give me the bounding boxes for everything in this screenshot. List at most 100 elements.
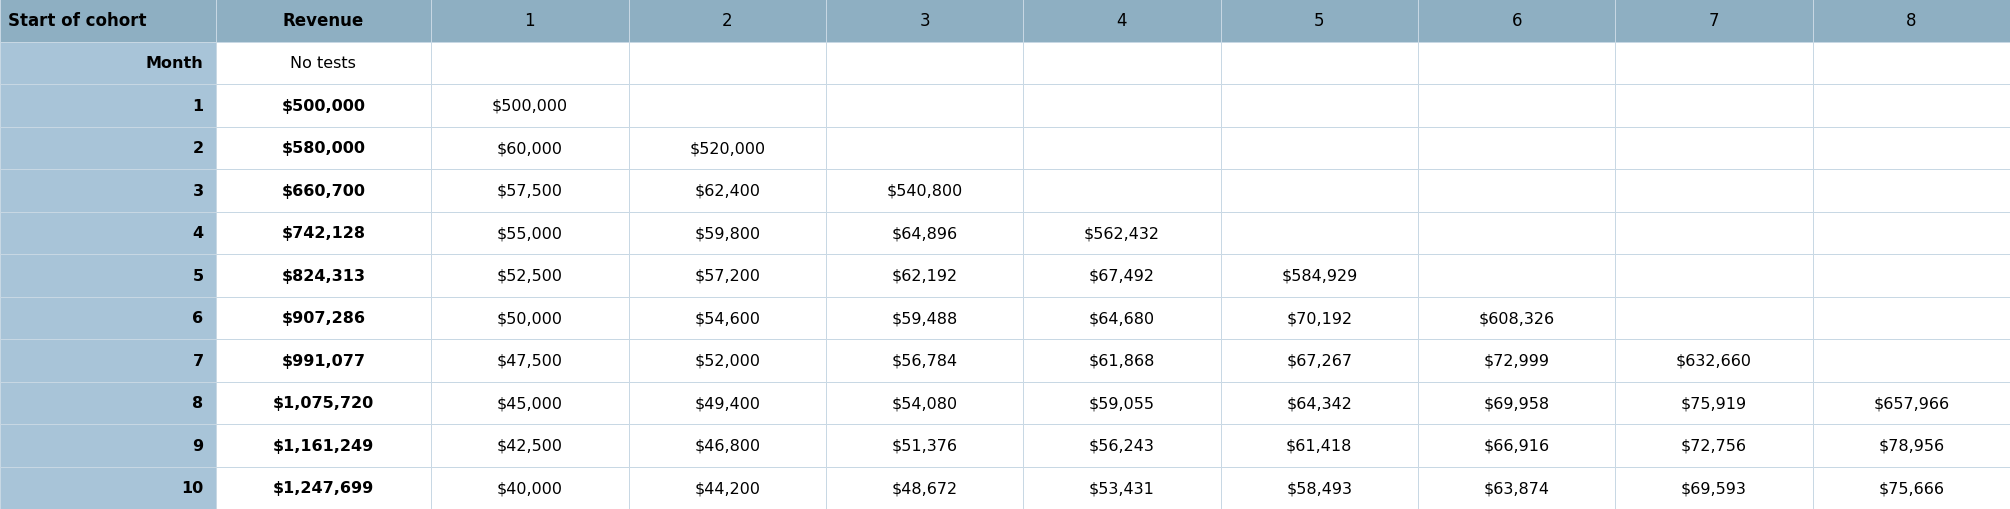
Text: $540,800: $540,800 [886,183,963,199]
Text: Revenue: Revenue [283,12,364,30]
Bar [432,85,629,127]
Text: 1: 1 [193,99,203,114]
Text: $57,500: $57,500 [496,183,563,199]
Bar [432,0,629,42]
Text: $56,243: $56,243 [1089,438,1156,453]
Bar [1023,254,1220,297]
Bar [1023,42,1220,85]
Bar [1023,382,1220,424]
Bar [826,0,1023,42]
Bar [826,85,1023,127]
Bar [1023,340,1220,382]
Text: $500,000: $500,000 [492,99,569,114]
Bar [1417,127,1616,169]
Text: 9: 9 [193,438,203,453]
Bar [1616,382,1813,424]
Text: $61,868: $61,868 [1089,353,1156,368]
Text: 3: 3 [919,12,931,30]
Bar [1220,254,1417,297]
Bar [432,212,629,254]
Bar [629,297,826,340]
Bar [826,297,1023,340]
Bar [1616,127,1813,169]
Bar [1023,424,1220,467]
Text: $47,500: $47,500 [496,353,563,368]
Text: $54,080: $54,080 [892,395,957,410]
Text: $52,000: $52,000 [693,353,760,368]
Bar [1616,297,1813,340]
Text: $1,247,699: $1,247,699 [273,480,374,495]
Text: 8: 8 [193,395,203,410]
Text: $54,600: $54,600 [693,310,760,326]
Bar [629,0,826,42]
Text: $42,500: $42,500 [496,438,563,453]
Bar [629,42,826,85]
Bar [1813,467,2010,509]
Text: 7: 7 [1708,12,1719,30]
Bar [432,42,629,85]
Text: $60,000: $60,000 [496,141,563,156]
Bar [826,254,1023,297]
Bar [1023,169,1220,212]
Bar [1220,169,1417,212]
Bar [1813,254,2010,297]
Text: $64,680: $64,680 [1089,310,1156,326]
Text: $657,966: $657,966 [1873,395,1950,410]
Text: $907,286: $907,286 [281,310,366,326]
Bar [1220,212,1417,254]
Bar [1023,297,1220,340]
Text: $78,956: $78,956 [1877,438,1944,453]
Bar [1616,467,1813,509]
Bar [1417,297,1616,340]
Text: $66,916: $66,916 [1483,438,1550,453]
Text: $44,200: $44,200 [693,480,760,495]
Text: 4: 4 [193,226,203,241]
Bar [1417,169,1616,212]
Bar [629,85,826,127]
Bar [1813,42,2010,85]
Bar [1220,85,1417,127]
Text: Month: Month [147,56,203,71]
Text: $632,660: $632,660 [1676,353,1753,368]
Bar [0,127,215,169]
Bar [1616,42,1813,85]
Bar [432,297,629,340]
Bar [1023,85,1220,127]
Bar [1813,424,2010,467]
Bar [0,382,215,424]
Text: $67,492: $67,492 [1089,268,1156,283]
Bar [215,467,432,509]
Bar [826,424,1023,467]
Bar [1220,424,1417,467]
Bar [215,42,432,85]
Bar [432,467,629,509]
Bar [1023,467,1220,509]
Bar [1417,85,1616,127]
Text: 2: 2 [193,141,203,156]
Bar [1220,127,1417,169]
Text: $55,000: $55,000 [496,226,563,241]
Text: $69,593: $69,593 [1680,480,1747,495]
Bar [826,467,1023,509]
Text: No tests: No tests [291,56,356,71]
Text: $660,700: $660,700 [281,183,366,199]
Bar [0,467,215,509]
Text: $59,488: $59,488 [892,310,957,326]
Bar [1220,382,1417,424]
Text: $63,874: $63,874 [1483,480,1550,495]
Text: $584,929: $584,929 [1280,268,1357,283]
Bar [1813,212,2010,254]
Text: $59,055: $59,055 [1089,395,1156,410]
Text: $45,000: $45,000 [496,395,563,410]
Text: $53,431: $53,431 [1089,480,1156,495]
Bar [1616,85,1813,127]
Bar [0,424,215,467]
Bar [0,0,215,42]
Bar [0,297,215,340]
Bar [629,424,826,467]
Bar [215,85,432,127]
Bar [629,467,826,509]
Text: 8: 8 [1905,12,1918,30]
Bar [1220,467,1417,509]
Text: $824,313: $824,313 [281,268,366,283]
